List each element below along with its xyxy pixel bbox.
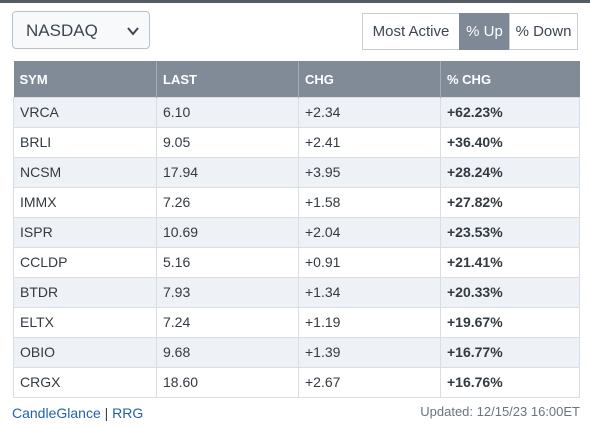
symbol-cell[interactable]: ISPR — [13, 217, 157, 248]
footer-links: CandleGlance | RRG — [12, 405, 143, 421]
table-row[interactable]: VRCA 6.10 +2.34 +62.23% — [13, 97, 580, 128]
last-cell: 7.93 — [156, 277, 299, 308]
top-border — [0, 0, 590, 3]
table-row[interactable]: ISPR 10.69 +2.04 +23.53% — [13, 217, 580, 248]
symbol-cell[interactable]: NCSM — [13, 157, 157, 188]
chg-cell: +2.41 — [298, 127, 441, 158]
pct-chg-cell: +16.76% — [440, 367, 580, 398]
chg-cell: +1.58 — [298, 187, 441, 218]
symbol-cell[interactable]: CCLDP — [13, 247, 157, 278]
table-row[interactable]: IMMX 7.26 +1.58 +27.82% — [13, 187, 580, 218]
exchange-select-value: NASDAQ — [26, 21, 98, 40]
filter-pct-down-button[interactable]: % Down — [509, 13, 578, 50]
last-cell: 18.60 — [156, 367, 299, 398]
pct-chg-cell: +62.23% — [440, 97, 580, 128]
pct-chg-cell: +36.40% — [440, 127, 580, 158]
updated-timestamp: Updated: 12/15/23 16:00ET — [420, 404, 580, 419]
last-cell: 6.10 — [156, 97, 299, 128]
symbol-cell[interactable]: OBIO — [13, 337, 157, 368]
rrg-link[interactable]: RRG — [112, 405, 144, 421]
symbol-cell[interactable]: BTDR — [13, 277, 157, 308]
symbol-cell[interactable]: BRLI — [13, 127, 157, 158]
pct-chg-cell: +28.24% — [440, 157, 580, 188]
table-row[interactable]: BRLI 9.05 +2.41 +36.40% — [13, 127, 580, 158]
table-row[interactable]: CRGX 18.60 +2.67 +16.76% — [13, 367, 580, 398]
table-row[interactable]: NCSM 17.94 +3.95 +28.24% — [13, 157, 580, 188]
last-cell: 17.94 — [156, 157, 299, 188]
footer-separator: | — [104, 405, 109, 421]
col-header-sym[interactable]: SYM — [13, 61, 157, 98]
chg-cell: +0.91 — [298, 247, 441, 278]
pct-chg-cell: +20.33% — [440, 277, 580, 308]
last-cell: 9.05 — [156, 127, 299, 158]
table-row[interactable]: CCLDP 5.16 +0.91 +21.41% — [13, 247, 580, 278]
pct-chg-cell: +27.82% — [440, 187, 580, 218]
pct-chg-cell: +16.77% — [440, 337, 580, 368]
last-cell: 7.26 — [156, 187, 299, 218]
pct-chg-cell: +19.67% — [440, 307, 580, 338]
table-row[interactable]: OBIO 9.68 +1.39 +16.77% — [13, 337, 580, 368]
table-row[interactable]: BTDR 7.93 +1.34 +20.33% — [13, 277, 580, 308]
col-header-last[interactable]: LAST — [156, 61, 299, 98]
symbol-cell[interactable]: VRCA — [13, 97, 157, 128]
chg-cell: +3.95 — [298, 157, 441, 188]
chevron-down-icon — [127, 27, 139, 36]
chg-cell: +1.34 — [298, 277, 441, 308]
chg-cell: +1.19 — [298, 307, 441, 338]
exchange-select[interactable]: NASDAQ — [12, 11, 150, 49]
last-cell: 10.69 — [156, 217, 299, 248]
symbol-cell[interactable]: ELTX — [13, 307, 157, 338]
chg-cell: +2.34 — [298, 97, 441, 128]
last-cell: 5.16 — [156, 247, 299, 278]
last-cell: 7.24 — [156, 307, 299, 338]
table-header-row: SYM LAST CHG % CHG — [13, 61, 580, 98]
movers-table: SYM LAST CHG % CHG VRCA 6.10 +2.34 +62.23% B… — [13, 61, 580, 398]
chg-cell: +1.39 — [298, 337, 441, 368]
filter-pct-up-button[interactable]: % Up — [459, 13, 510, 50]
col-header-pct-chg[interactable]: % CHG — [440, 61, 580, 98]
symbol-cell[interactable]: CRGX — [13, 367, 157, 398]
filter-most-active-button[interactable]: Most Active — [362, 13, 460, 50]
chg-cell: +2.04 — [298, 217, 441, 248]
last-cell: 9.68 — [156, 337, 299, 368]
candleglance-link[interactable]: CandleGlance — [12, 405, 101, 421]
pct-chg-cell: +23.53% — [440, 217, 580, 248]
symbol-cell[interactable]: IMMX — [13, 187, 157, 218]
col-header-chg[interactable]: CHG — [298, 61, 441, 98]
chg-cell: +2.67 — [298, 367, 441, 398]
pct-chg-cell: +21.41% — [440, 247, 580, 278]
table-row[interactable]: ELTX 7.24 +1.19 +19.67% — [13, 307, 580, 338]
